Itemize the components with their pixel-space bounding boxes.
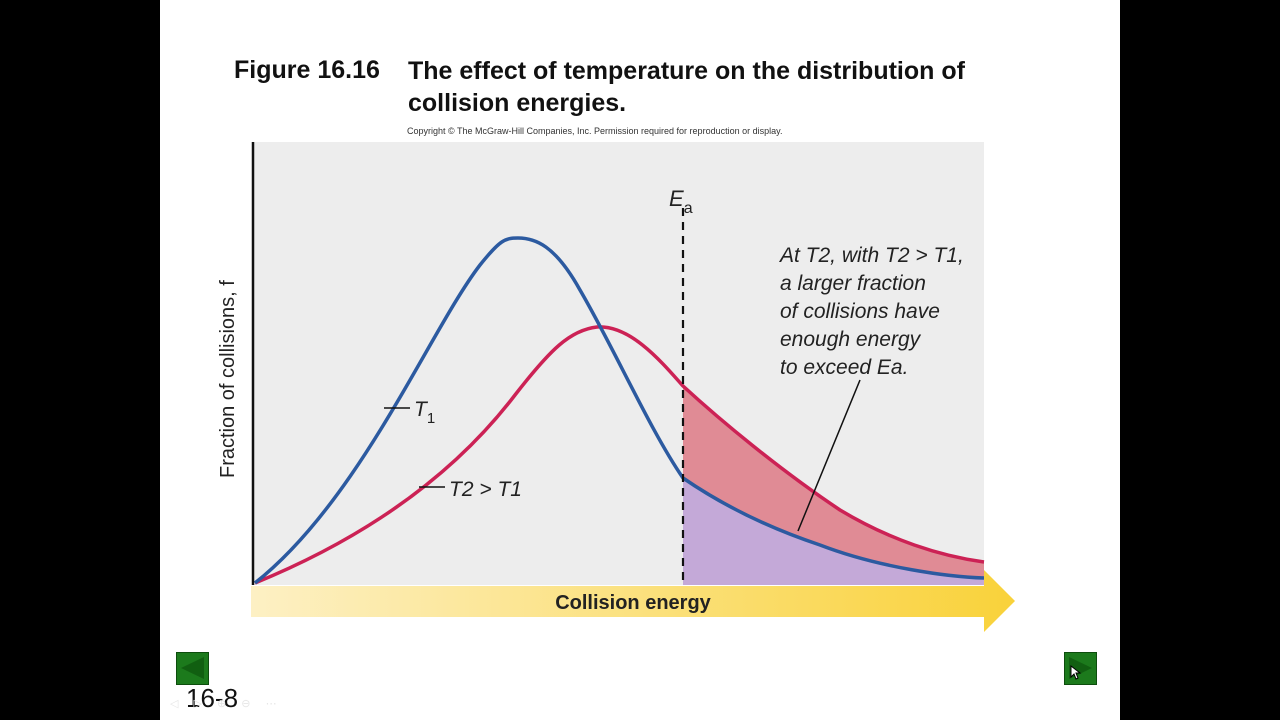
- distribution-diagram: Ea Fraction of collisions, f Collision e…: [217, 142, 1015, 632]
- series-line-t2: [254, 325, 985, 585]
- x-axis-label: Collision energy: [555, 592, 711, 614]
- slide: Figure 16.16 The effect of temperature o…: [160, 0, 1120, 720]
- annotation-line: a larger fraction: [780, 272, 926, 295]
- shaded-region-t1: [683, 478, 984, 585]
- back-arrow-icon: [181, 657, 204, 679]
- series-line-t1: [253, 236, 985, 585]
- forward-arrow-icon: [1069, 657, 1092, 680]
- annotation-leader-line: [797, 379, 861, 532]
- player-controls[interactable]: ◁ ▷ ⊕ ⊖ ⋯: [170, 698, 283, 710]
- figure-number: Figure 16.16: [234, 56, 380, 84]
- figure-title: The effect of temperature on the distrib…: [408, 57, 965, 117]
- next-slide-button[interactable]: [1064, 652, 1097, 685]
- threshold-label: Ea: [669, 186, 693, 217]
- annotation-line: enough energy: [780, 328, 922, 351]
- slide-number: 16-8: [186, 683, 239, 713]
- x-axis-arrow: [251, 570, 1015, 632]
- annotation-text: At T2, with T2 > T1, a larger fraction o…: [778, 244, 964, 379]
- series-label-t2: T2 > T1: [449, 478, 522, 501]
- copyright-notice: Copyright © The McGraw-Hill Companies, I…: [407, 126, 783, 136]
- previous-slide-button[interactable]: [176, 652, 209, 685]
- annotation-line: At T2, with T2 > T1,: [778, 244, 964, 267]
- annotation-line: of collisions have: [780, 300, 940, 323]
- annotation-line: to exceed Ea.: [780, 356, 908, 379]
- shaded-region-t2: [683, 386, 984, 578]
- y-axis-label: Fraction of collisions, f: [217, 280, 239, 478]
- series-label-t1: T1: [414, 398, 435, 427]
